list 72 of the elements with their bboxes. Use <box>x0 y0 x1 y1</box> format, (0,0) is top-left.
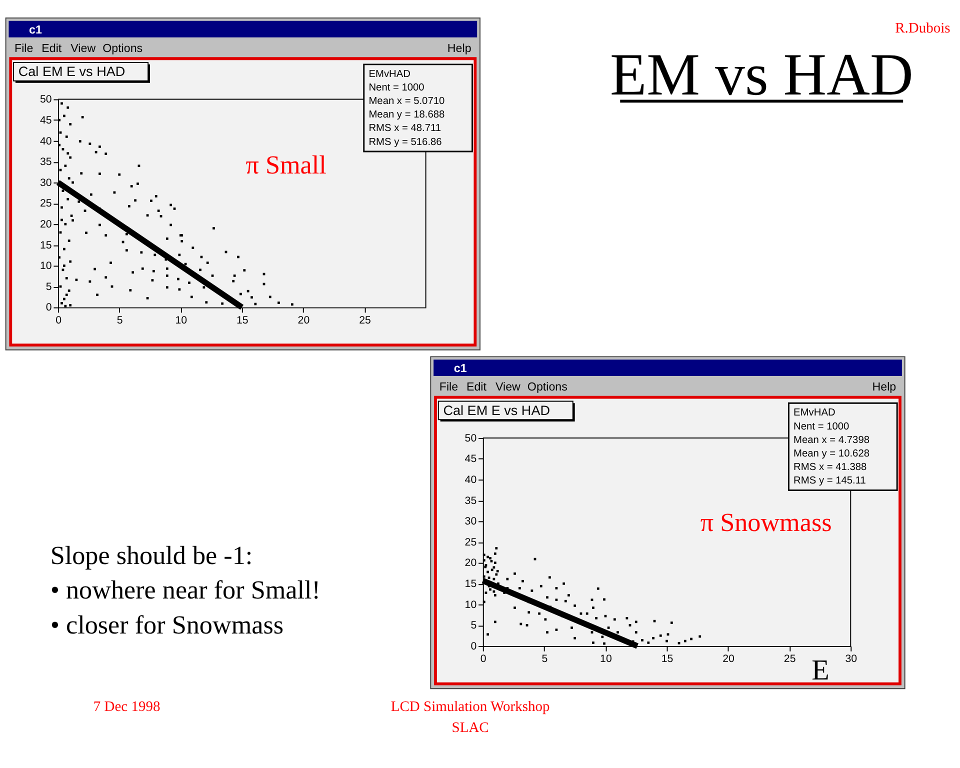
text: c1 <box>454 362 468 376</box>
annotation: RMS y = 145.11 <box>794 475 866 486</box>
y-tick-label: 40 <box>40 135 52 148</box>
y-tick-label: 15 <box>464 578 477 590</box>
x-tick-label: 10 <box>600 653 612 666</box>
x-tick-label: 20 <box>722 653 735 666</box>
y-tick-label: 50 <box>40 94 52 106</box>
text: 7 Dec 1998 <box>93 698 160 715</box>
y-tick-label: 20 <box>40 218 52 230</box>
y-tick-label: 35 <box>464 494 477 507</box>
text: SLAC <box>452 720 489 736</box>
y-tick-label: 30 <box>464 516 477 528</box>
y-tick-label: 50 <box>464 432 477 444</box>
y-tick-label: 5 <box>46 280 52 293</box>
text: File <box>14 42 34 55</box>
x-tick-label: 10 <box>175 314 188 326</box>
annotation: RMS x = 48.711 <box>368 123 442 134</box>
annotation: RMS x = 41.388 <box>794 462 868 473</box>
text: File <box>439 380 458 394</box>
x-tick-label: 5 <box>116 314 123 326</box>
text: • closer for Snowmass <box>50 610 284 640</box>
y-tick-label: 5 <box>470 620 477 632</box>
annotation: RMS y = 516.86 <box>368 136 442 148</box>
chart-title: Cal EM E vs HAD <box>18 64 126 80</box>
y-tick-label: 30 <box>40 176 52 189</box>
x-tick-label: 15 <box>236 314 248 326</box>
text: Edit <box>466 380 488 394</box>
x-tick-label: 0 <box>480 653 486 666</box>
annotation: π Snowmass <box>700 508 832 538</box>
x-tick-label: 5 <box>542 653 548 666</box>
y-tick-label: 25 <box>464 536 477 548</box>
text: Nent = 1000 <box>794 421 850 432</box>
text: Help <box>447 42 472 55</box>
text: LCD Simulation Workshop <box>390 698 550 715</box>
x-tick-label: 25 <box>784 653 796 666</box>
annotation: Mean x = 4.7398 <box>794 434 870 446</box>
text: Edit <box>42 42 62 55</box>
text: EMvHAD <box>794 408 836 419</box>
y-tick-label: 25 <box>40 198 52 210</box>
text: Options <box>527 380 568 394</box>
text: EM vs HAD <box>610 41 914 108</box>
text: Nent = 1000 <box>368 82 425 94</box>
x-tick-label: 30 <box>845 653 858 666</box>
y-tick-label: 10 <box>464 598 477 611</box>
y-tick-label: 0 <box>470 640 477 652</box>
annotation: Mean y = 18.688 <box>368 110 446 121</box>
x-tick-label: 20 <box>298 314 310 326</box>
x-tick-label: 0 <box>56 314 62 326</box>
y-tick-label: 0 <box>46 302 52 314</box>
text: Options <box>102 42 143 55</box>
x-tick-label: 15 <box>661 653 674 666</box>
text: View <box>495 380 522 394</box>
y-tick-label: 35 <box>40 156 52 168</box>
y-tick-label: 40 <box>464 474 477 486</box>
text: R.Dubois <box>895 20 951 36</box>
annotation: Mean y = 10.628 <box>794 448 870 460</box>
y-tick-label: 45 <box>464 453 477 466</box>
chart-title: Cal EM E vs HAD <box>443 402 550 418</box>
annotation: π Small <box>246 150 326 180</box>
text: Help <box>872 380 896 394</box>
text: Slope should be -1: <box>50 540 253 570</box>
x-axis-title: E <box>812 654 830 686</box>
x-tick-label: 25 <box>359 314 371 326</box>
text: View <box>70 42 96 55</box>
text: • nowhere near for Small! <box>50 576 320 605</box>
text: c1 <box>29 23 42 36</box>
y-tick-label: 20 <box>464 557 477 570</box>
annotation: Mean x = 5.0710 <box>368 96 446 108</box>
y-tick-label: 15 <box>40 239 52 252</box>
text: EMvHAD <box>368 69 410 80</box>
y-tick-label: 45 <box>40 114 52 126</box>
y-tick-label: 10 <box>40 260 52 272</box>
